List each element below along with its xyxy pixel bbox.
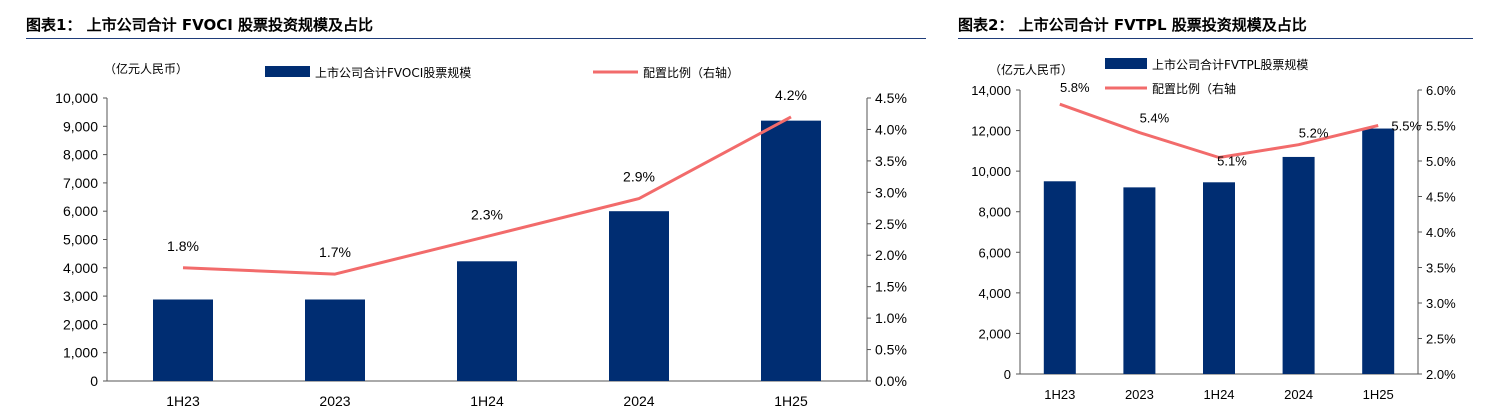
x-tick-label: 1H23	[166, 393, 200, 409]
ratio-data-label: 2.3%	[471, 206, 503, 222]
right-y-tick-label: 2.0%	[1426, 367, 1456, 382]
right-y-tick-label: 2.5%	[1426, 332, 1456, 347]
chart-title: 图表2： 上市公司合计 FVTPL 股票投资规模及占比	[958, 16, 1307, 34]
left-y-tick-label: 5,000	[63, 232, 98, 248]
left-y-tick-label: 6,000	[978, 245, 1011, 260]
bar	[1282, 156, 1315, 374]
ratio-data-label: 5.2%	[1299, 126, 1329, 141]
title-divider	[26, 38, 926, 39]
right-y-tick-label: 3.0%	[875, 184, 907, 200]
ratio-data-label: 5.1%	[1217, 153, 1247, 168]
chart-title: 图表1： 上市公司合计 FVOCI 股票投资规模及占比	[26, 16, 374, 34]
y-axis-unit-label: （亿元人民币）	[989, 62, 1073, 77]
left-y-tick-label: 12,000	[971, 124, 1011, 139]
left-y-tick-label: 4,000	[63, 260, 98, 276]
left-y-tick-label: 8,000	[978, 205, 1011, 220]
right-y-tick-label: 2.0%	[875, 247, 907, 263]
right-y-tick-label: 4.0%	[875, 121, 907, 137]
legend-bar-swatch	[265, 66, 310, 77]
x-tick-label: 2023	[1125, 387, 1154, 402]
left-y-tick-label: 14,000	[971, 83, 1011, 98]
left-y-tick-label: 2,000	[978, 326, 1011, 341]
x-tick-label: 1H24	[1203, 387, 1234, 402]
bar	[153, 299, 213, 381]
right-y-tick-label: 1.0%	[875, 310, 907, 326]
bar	[1123, 187, 1156, 374]
right-y-tick-label: 5.5%	[1426, 119, 1456, 134]
ratio-line	[182, 115, 792, 276]
right-y-tick-label: 2.5%	[875, 216, 907, 232]
ratio-data-label: 5.5%	[1391, 119, 1421, 134]
fvtpl-chart-svg: （亿元人民币） 0 2,000 4,000 6,000 8,000 10,000 12,000…	[971, 57, 1456, 402]
legend-bar-label: 上市公司合计FVTPL股票规模	[1152, 57, 1308, 72]
left-y-tick-label: 2,000	[63, 316, 98, 332]
legend-bar-label: 上市公司合计FVOCI股票规模	[315, 65, 471, 80]
bar	[761, 120, 821, 381]
right-y-tick-label: 4.0%	[1426, 225, 1456, 240]
right-y-tick-label: 3.5%	[875, 153, 907, 169]
left-y-tick-label: 6,000	[63, 203, 98, 219]
bar	[1203, 182, 1235, 374]
left-y-tick-label: 0	[1004, 367, 1011, 382]
x-tick-label: 1H23	[1044, 387, 1075, 402]
chart-panel-fvoci: 图表1： 上市公司合计 FVOCI 股票投资规模及占比 （亿元人民币） 0 1,00…	[26, 16, 926, 409]
fvoci-chart-svg: （亿元人民币） 0 1,000 2,000 3,000 4,000 5,000 6,000 7,…	[55, 61, 907, 409]
x-tick-label: 1H25	[1363, 387, 1394, 402]
x-tick-label: 1H24	[470, 393, 504, 409]
right-y-tick-label: 6.0%	[1426, 83, 1456, 98]
left-y-tick-label: 7,000	[63, 175, 98, 191]
x-tick-label: 2024	[1284, 387, 1313, 402]
x-tick-label: 1H25	[774, 393, 808, 409]
left-y-tick-label: 10,000	[971, 164, 1011, 179]
x-tick-label: 2023	[319, 393, 350, 409]
bar	[609, 211, 669, 381]
legend-line-label: 配置比例（右轴）	[643, 65, 739, 80]
right-y-tick-label: 0.5%	[875, 342, 907, 358]
chart-panel-fvtpl: 图表2： 上市公司合计 FVTPL 股票投资规模及占比 （亿元人民币） 0 2,00…	[955, 0, 1505, 420]
bar	[1043, 181, 1076, 374]
title-divider	[958, 38, 1473, 39]
legend-line-label: 配置比例（右轴	[1152, 81, 1236, 96]
legend-bar-swatch	[1105, 58, 1147, 69]
bar	[305, 299, 365, 381]
right-y-tick-label: 0.0%	[875, 373, 907, 389]
left-y-tick-label: 4,000	[978, 286, 1011, 301]
right-y-tick-label: 3.0%	[1426, 296, 1456, 311]
left-y-tick-label: 0	[90, 373, 98, 389]
ratio-data-label: 5.8%	[1060, 80, 1090, 95]
y-axis-unit-label: （亿元人民币）	[104, 61, 188, 76]
ratio-data-label: 1.8%	[167, 238, 199, 254]
left-y-tick-label: 10,000	[55, 90, 98, 106]
x-tick-label: 2024	[623, 393, 654, 409]
bar	[457, 261, 517, 381]
left-y-tick-label: 9,000	[63, 118, 98, 134]
right-y-tick-label: 3.5%	[1426, 261, 1456, 276]
right-y-tick-label: 4.5%	[875, 90, 907, 106]
left-y-tick-label: 1,000	[63, 345, 98, 361]
right-y-tick-label: 5.0%	[1426, 154, 1456, 169]
right-y-tick-label: 4.5%	[1426, 190, 1456, 205]
ratio-data-label: 5.4%	[1140, 111, 1170, 126]
ratio-data-label: 4.2%	[775, 87, 807, 103]
ratio-data-label: 2.9%	[623, 169, 655, 185]
left-y-tick-label: 3,000	[63, 288, 98, 304]
left-y-tick-label: 8,000	[63, 147, 98, 163]
ratio-data-label: 1.7%	[319, 244, 351, 260]
bar	[1362, 128, 1395, 374]
ratio-line	[1059, 102, 1379, 159]
right-y-tick-label: 1.5%	[875, 279, 907, 295]
